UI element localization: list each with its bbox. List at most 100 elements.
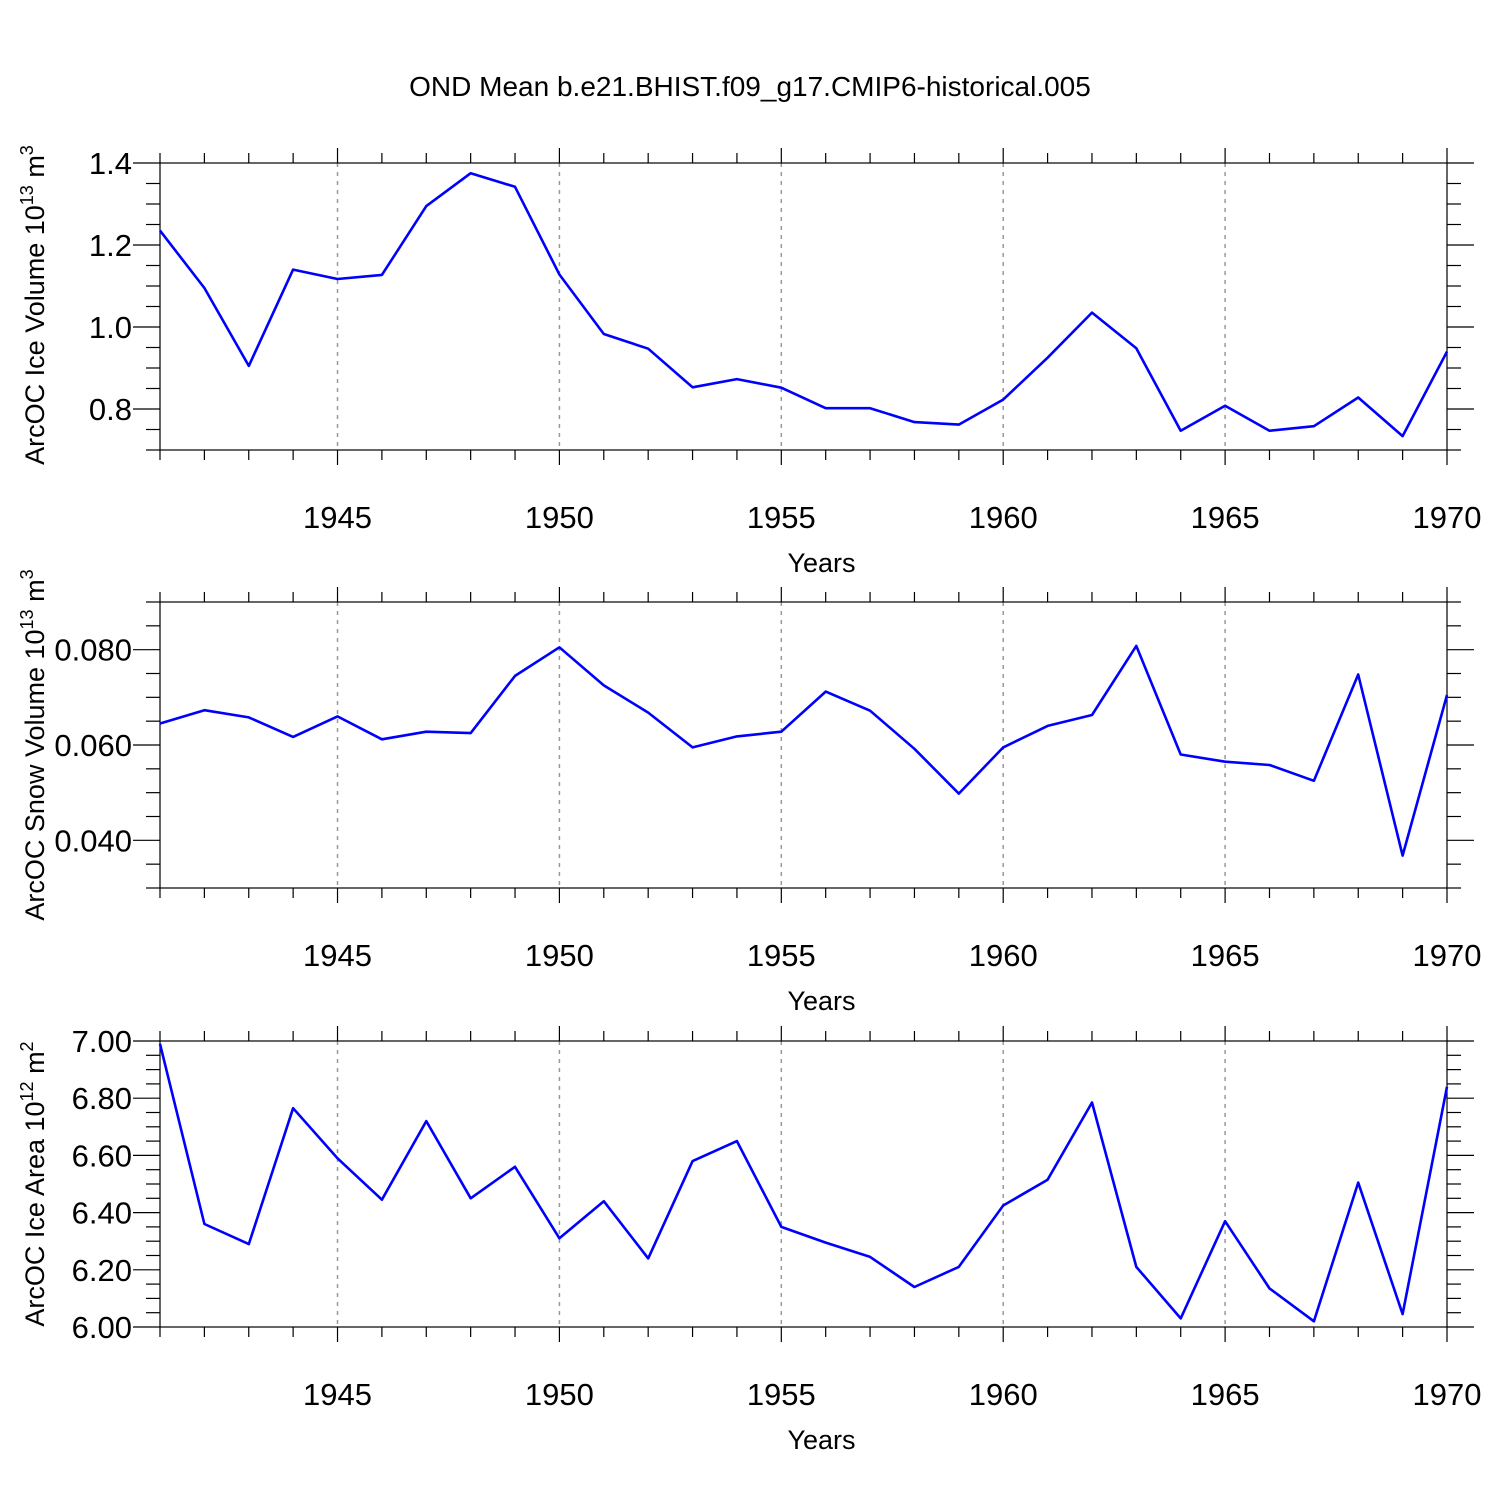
x-tick-label: 1950 — [525, 500, 594, 535]
y-tick-label: 7.00 — [72, 1024, 132, 1059]
data-point — [1445, 693, 1449, 697]
y-axis-label-superscript: 13 — [17, 185, 37, 205]
data-point — [1356, 396, 1360, 400]
y-tick-label: 6.20 — [72, 1253, 132, 1288]
data-point — [602, 683, 606, 687]
data-point — [1046, 356, 1050, 360]
data-point — [1046, 1178, 1050, 1182]
panel-2: 1945 1950 1955 1960 1965 1970 0.040 0.060 0.080 Y… — [17, 569, 1481, 1016]
data-point — [202, 1222, 206, 1226]
data-point — [912, 420, 916, 424]
data-point — [158, 1042, 162, 1046]
data-point — [824, 1241, 828, 1245]
data-point — [469, 171, 473, 175]
data-point — [1223, 1219, 1227, 1223]
data-point — [380, 1198, 384, 1202]
y-tick-label: 0.060 — [54, 728, 132, 763]
data-point — [779, 730, 783, 734]
data-point — [779, 1225, 783, 1229]
data-point — [1267, 1286, 1271, 1290]
panel-3: 1945 1950 1955 1960 1965 1970 6.00 6.20 6.40 6.60… — [17, 1024, 1481, 1455]
data-point — [868, 709, 872, 713]
data-point — [158, 229, 162, 233]
y-tick-label: 0.8 — [89, 392, 132, 427]
data-point — [1401, 1312, 1405, 1316]
data-point — [1046, 724, 1050, 728]
data-point — [158, 722, 162, 726]
x-tick-label: 1950 — [525, 938, 594, 973]
data-point — [1401, 434, 1405, 438]
y-axis-label: ArcOC Ice Volume 1013 m3 — [17, 145, 50, 465]
y-tick-label: 6.80 — [72, 1081, 132, 1116]
data-point — [1001, 398, 1005, 402]
data-point — [691, 745, 695, 749]
y-axis-label-superscript: 3 — [17, 145, 37, 155]
data-point — [1312, 1319, 1316, 1323]
y-axis-label-superscript: 2 — [17, 1041, 37, 1051]
data-point — [557, 1236, 561, 1240]
data-point — [1090, 1100, 1094, 1104]
data-point — [1179, 753, 1183, 757]
data-point — [1267, 429, 1271, 433]
data-point — [868, 1255, 872, 1259]
data-point — [247, 364, 251, 368]
y-axis-label-text: m — [20, 579, 50, 609]
data-point — [735, 377, 739, 381]
x-tick-label: 1970 — [1413, 500, 1482, 535]
data-point — [1401, 854, 1405, 858]
data-point — [602, 332, 606, 336]
data-point — [247, 715, 251, 719]
y-axis-label-text: ArcOC Ice Area 10 — [20, 1101, 50, 1326]
panels-group: 1945 1950 1955 1960 1965 1970 0.8 1.0 1.2 1.4 Year… — [17, 145, 1481, 1455]
y-axis-label-text: ArcOC Snow Volume 10 — [20, 629, 50, 920]
y-axis-label-superscript: 12 — [17, 1081, 37, 1101]
y-tick-label: 6.60 — [72, 1138, 132, 1173]
data-point — [469, 1196, 473, 1200]
y-tick-label: 1.0 — [89, 310, 132, 345]
series-line — [159, 644, 1449, 857]
data-point — [957, 423, 961, 427]
x-tick-label: 1960 — [969, 500, 1038, 535]
data-point — [957, 792, 961, 796]
data-point — [247, 1242, 251, 1246]
data-point — [1134, 644, 1138, 648]
y-axis-label-text: m — [20, 155, 50, 185]
data-point — [735, 734, 739, 738]
data-point — [1179, 1316, 1183, 1320]
y-axis-label: ArcOC Ice Area 1012 m2 — [17, 1041, 50, 1326]
x-tick-label: 1955 — [747, 500, 816, 535]
data-point — [957, 1265, 961, 1269]
data-point — [691, 385, 695, 389]
x-tick-label: 1945 — [303, 938, 372, 973]
chart-title: OND Mean b.e21.BHIST.f09_g17.CMIP6-histo… — [409, 71, 1091, 102]
series-line — [158, 171, 1449, 438]
x-tick-label: 1970 — [1413, 938, 1482, 973]
x-tick-label: 1945 — [303, 1377, 372, 1412]
x-axis-label: Years — [787, 548, 855, 578]
data-point — [824, 690, 828, 694]
y-axis-label-text: ArcOC Ice Volume 10 — [20, 205, 50, 465]
data-point — [336, 1156, 340, 1160]
data-point — [291, 735, 295, 739]
data-point — [513, 674, 517, 678]
y-tick-label: 6.00 — [72, 1310, 132, 1345]
data-point — [1445, 1085, 1449, 1089]
x-tick-label: 1955 — [747, 1377, 816, 1412]
data-point — [557, 273, 561, 277]
data-point — [691, 1159, 695, 1163]
data-point — [380, 273, 384, 277]
data-point — [824, 406, 828, 410]
data-point — [1356, 1181, 1360, 1185]
data-point — [646, 1256, 650, 1260]
data-point — [646, 711, 650, 715]
data-point — [1312, 779, 1316, 783]
y-axis-label-superscript: 13 — [17, 609, 37, 629]
y-axis-label-superscript: 3 — [17, 569, 37, 579]
x-tick-label: 1965 — [1191, 500, 1260, 535]
data-point — [513, 1165, 517, 1169]
data-point — [336, 277, 340, 281]
data-point — [424, 204, 428, 208]
y-tick-label: 1.4 — [89, 146, 132, 181]
